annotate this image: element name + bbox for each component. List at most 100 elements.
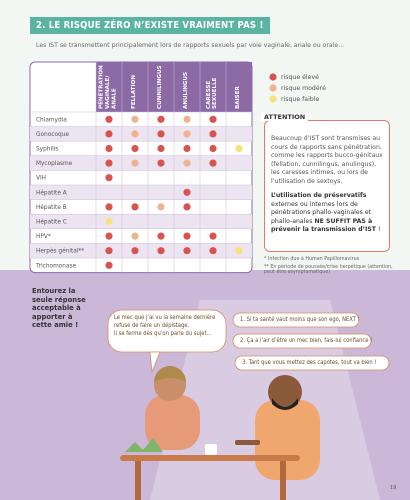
risk-dot: [183, 144, 191, 153]
risk-dot: [183, 232, 191, 240]
row-label: Chlamydia: [36, 117, 67, 123]
risk-dot: [131, 144, 139, 153]
legend-swatch: [269, 84, 277, 92]
risk-dot: [131, 247, 139, 255]
risk-dot: [131, 115, 139, 123]
man-beard: [272, 398, 298, 410]
friend-body: [145, 395, 200, 450]
risk-dot: [235, 247, 243, 255]
risk-dot: [105, 203, 113, 211]
risk-dot: [105, 130, 113, 138]
table-leg: [135, 461, 141, 500]
legend-swatch: [269, 95, 277, 103]
warning-run: L’utilisation de préservatifs: [271, 192, 367, 199]
risk-dot: [105, 159, 113, 167]
risk-dot: [131, 203, 139, 211]
footnote: * Infection due à Human Papillomavirus: [264, 257, 360, 262]
risk-dot: [183, 247, 191, 255]
warning-run: !: [376, 226, 381, 233]
legend: risque élevé risque modéré risque faible: [269, 73, 326, 103]
answer-text[interactable]: 2. Ça a l’air d’être un mec bien, fais-l…: [240, 338, 373, 344]
risk-dot: [157, 247, 165, 255]
risk-dot: [131, 232, 139, 240]
plant: [125, 438, 163, 452]
answer-bubble[interactable]: [234, 355, 390, 371]
answer-text[interactable]: 3. Tant que vous mettez des capotes, tou…: [242, 360, 377, 366]
page-number: 19: [390, 485, 397, 491]
risk-dot: [209, 159, 217, 167]
answer-bubble[interactable]: [232, 333, 372, 349]
legend-swatch: [269, 73, 277, 81]
friend-hair: [154, 366, 186, 382]
risk-dot: [105, 174, 113, 182]
risk-dot: [183, 203, 191, 211]
speech-bubble: [107, 309, 227, 353]
speech-line: Le mec que j’ai vu la semaine dernière r…: [114, 315, 216, 329]
answer-text[interactable]: 1. Si ta santé vaut moins que son ego, N…: [240, 317, 360, 323]
risk-dot: [105, 217, 113, 226]
row-label: Hépatite C: [36, 219, 67, 226]
man-hand: [235, 440, 260, 445]
legend-label: risque modéré: [281, 84, 326, 92]
column-header: ANULINGUS: [183, 72, 189, 109]
risk-dot: [183, 188, 191, 196]
instruction: Entourez la seule réponse acceptable à a…: [32, 287, 86, 329]
risk-dot: [209, 232, 217, 240]
risk-dot: [157, 203, 165, 211]
attention-box: ATTENTION Beaucoup d’IST sont transmises…: [261, 113, 390, 252]
warning-run: externes ou internes lors de pénétration…: [271, 200, 372, 225]
risk-dot: [105, 232, 113, 240]
man-body: [255, 400, 320, 480]
answer-bubble[interactable]: [232, 312, 360, 328]
risk-dot: [157, 159, 165, 167]
column-header: CARESSESEXUELLE: [206, 77, 218, 109]
table-top: [120, 455, 300, 461]
risk-dot: [209, 115, 217, 123]
row-label: Herpès génital**: [36, 248, 84, 255]
row-band: [30, 243, 252, 258]
row-label: Hépatite A: [36, 189, 67, 196]
section-title: 2. LE RISQUE ZÉRO N’EXISTE VRAIMENT PAS …: [30, 17, 270, 34]
friend-speech: Le mec que j’ai vu la semaine dernière r…: [114, 314, 222, 338]
column-header: PÉNÉTRATIONVAGINALE/ANALE: [97, 65, 118, 109]
cup: [205, 444, 217, 455]
subtitle: Les IST se transmettent principalement l…: [36, 42, 345, 49]
risk-dot: [131, 130, 139, 138]
speech-line: Il se ferme dès qu’on parle du sujet...: [114, 331, 212, 337]
risk-dot: [235, 144, 243, 153]
risk-dot: [157, 144, 165, 153]
column-header: FELLATION: [131, 75, 137, 109]
risk-table: Chlamydia Gonocoque Syphilis Mycoplasme VIH H…: [29, 61, 253, 274]
row-band: [30, 155, 252, 171]
row-band: [30, 214, 252, 229]
risk-dot: [105, 261, 113, 269]
row-label: Mycoplasme: [36, 161, 73, 167]
row-label: HPV*: [36, 234, 51, 240]
risk-dot: [105, 247, 113, 255]
risk-dot: [209, 130, 217, 138]
row-label: Syphilis: [36, 147, 58, 153]
attention-text: Beaucoup d’IST sont transmises au cours …: [271, 135, 383, 185]
legend-label: risque faible: [281, 96, 319, 103]
row-label: Gonocoque: [36, 132, 69, 138]
attention-title: ATTENTION: [261, 113, 309, 121]
row-label: Trichomonase: [35, 263, 77, 269]
risk-dot: [209, 247, 217, 255]
legend-label: risque élevé: [281, 73, 319, 81]
bubble-tail: [149, 351, 161, 373]
risk-dot: [131, 159, 139, 167]
row-band: [30, 126, 252, 142]
table-leg: [280, 461, 286, 500]
man-head: [268, 375, 302, 409]
row-label: Hépatite B: [36, 204, 67, 211]
risk-dot: [183, 159, 191, 167]
risk-dot: [183, 130, 191, 138]
risk-dot: [157, 232, 165, 240]
risk-dot: [209, 144, 217, 153]
risk-dot: [157, 115, 165, 123]
attention-warning: L’utilisation de préservatifs externes o…: [265, 192, 389, 235]
footnote: ** En période de poussée/crise herpétiqu…: [264, 265, 393, 275]
column-header: CUNNILINGUS: [157, 65, 163, 109]
